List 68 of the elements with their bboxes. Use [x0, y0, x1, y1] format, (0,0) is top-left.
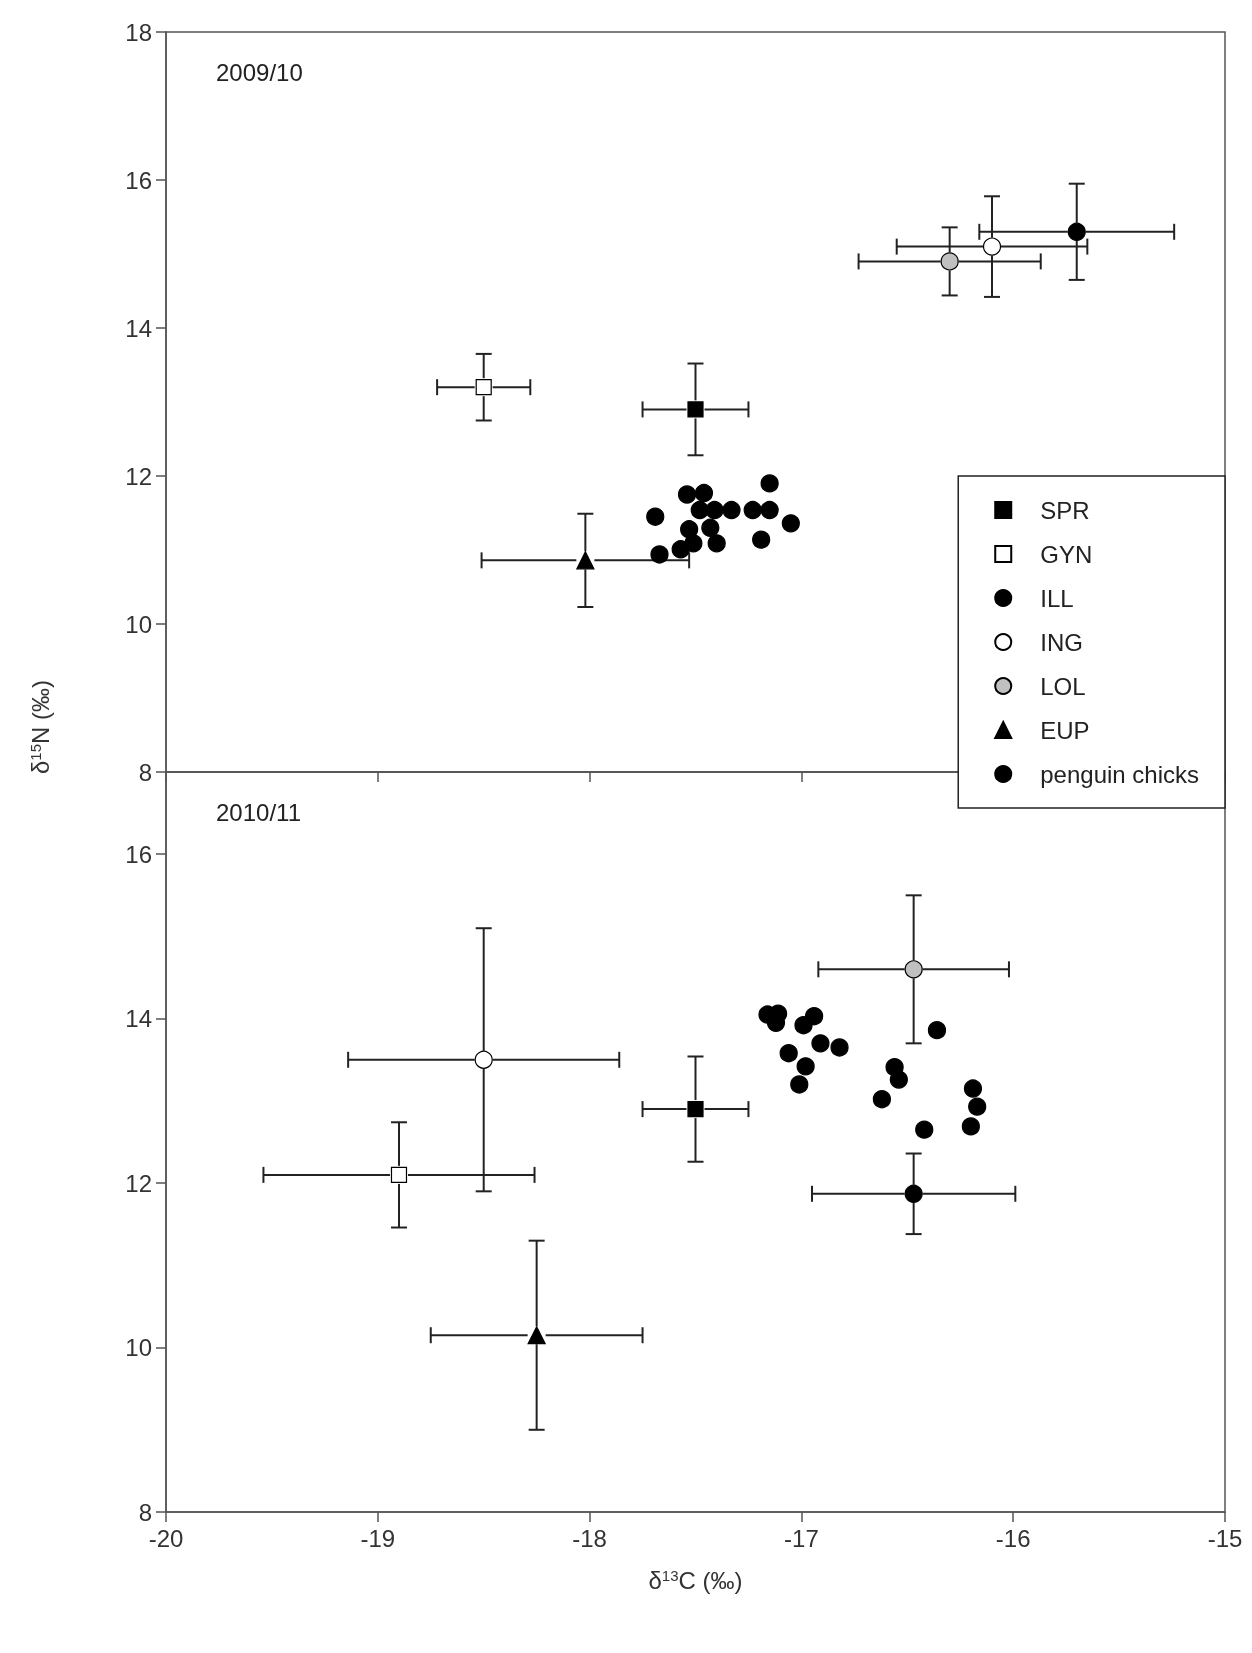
- point: [889, 1070, 908, 1089]
- point: [760, 474, 779, 493]
- y-tick-label: 16: [125, 166, 152, 194]
- point: [779, 1044, 798, 1063]
- y-tick-label: 14: [125, 1005, 152, 1033]
- point: [830, 1038, 849, 1057]
- point: [982, 237, 1002, 256]
- x-tick-label: -19: [360, 1524, 396, 1552]
- point: [687, 1101, 704, 1118]
- legend-label: SPR: [1040, 496, 1090, 524]
- point: [475, 379, 492, 396]
- x-tick-label: -18: [572, 1524, 607, 1552]
- point: [705, 500, 724, 520]
- point: [760, 500, 779, 520]
- point: [650, 545, 669, 564]
- point: [474, 1050, 493, 1069]
- point: [961, 1117, 980, 1136]
- point: [805, 1007, 824, 1026]
- point: [680, 520, 699, 539]
- x-tick-label: -15: [1207, 1524, 1243, 1552]
- point: [527, 1326, 546, 1345]
- y-tick-label: 16: [125, 840, 152, 868]
- point: [576, 551, 595, 570]
- point: [927, 1021, 947, 1040]
- point: [1067, 222, 1086, 241]
- legend-label: penguin chicks: [1040, 760, 1199, 788]
- point: [701, 518, 720, 537]
- legend-label: ILL: [1040, 584, 1074, 612]
- annotation: 2009/10: [216, 58, 303, 86]
- point: [940, 252, 959, 271]
- point: [968, 1097, 987, 1116]
- point: [707, 534, 726, 553]
- point: [790, 1075, 809, 1094]
- point: [687, 401, 704, 418]
- point: [677, 485, 697, 504]
- point: [796, 1057, 815, 1076]
- y-tick-label: 10: [125, 1334, 152, 1362]
- point: [781, 514, 800, 533]
- legend-label: GYN: [1040, 540, 1093, 568]
- x-tick-label: -20: [148, 1524, 184, 1552]
- point: [694, 483, 714, 503]
- y-axis-title: δ15N (‰): [26, 679, 54, 775]
- legend-label: LOL: [1040, 672, 1086, 700]
- point: [743, 500, 762, 520]
- x-tick-label: -17: [784, 1524, 819, 1552]
- y-tick-label: 8: [138, 1498, 152, 1526]
- point: [722, 500, 741, 520]
- point: [904, 1184, 923, 1203]
- point: [752, 530, 771, 549]
- point: [390, 1166, 408, 1183]
- y-tick-label: 10: [125, 610, 152, 638]
- y-tick-label: 18: [125, 18, 152, 46]
- point: [684, 534, 703, 553]
- y-tick-label: 14: [125, 314, 152, 342]
- y-tick-label: 12: [125, 1169, 152, 1197]
- annotation: 2010/11: [216, 798, 301, 826]
- point: [915, 1120, 934, 1139]
- point: [872, 1090, 891, 1109]
- point: [690, 500, 709, 520]
- point: [646, 507, 665, 526]
- point: [904, 960, 923, 979]
- x-tick-label: -16: [995, 1524, 1031, 1552]
- y-tick-label: 12: [125, 462, 152, 490]
- legend-label: ING: [1040, 628, 1083, 656]
- point: [811, 1034, 830, 1053]
- legend-label: EUP: [1040, 716, 1090, 744]
- point: [963, 1079, 983, 1098]
- y-tick-label: 8: [138, 758, 152, 786]
